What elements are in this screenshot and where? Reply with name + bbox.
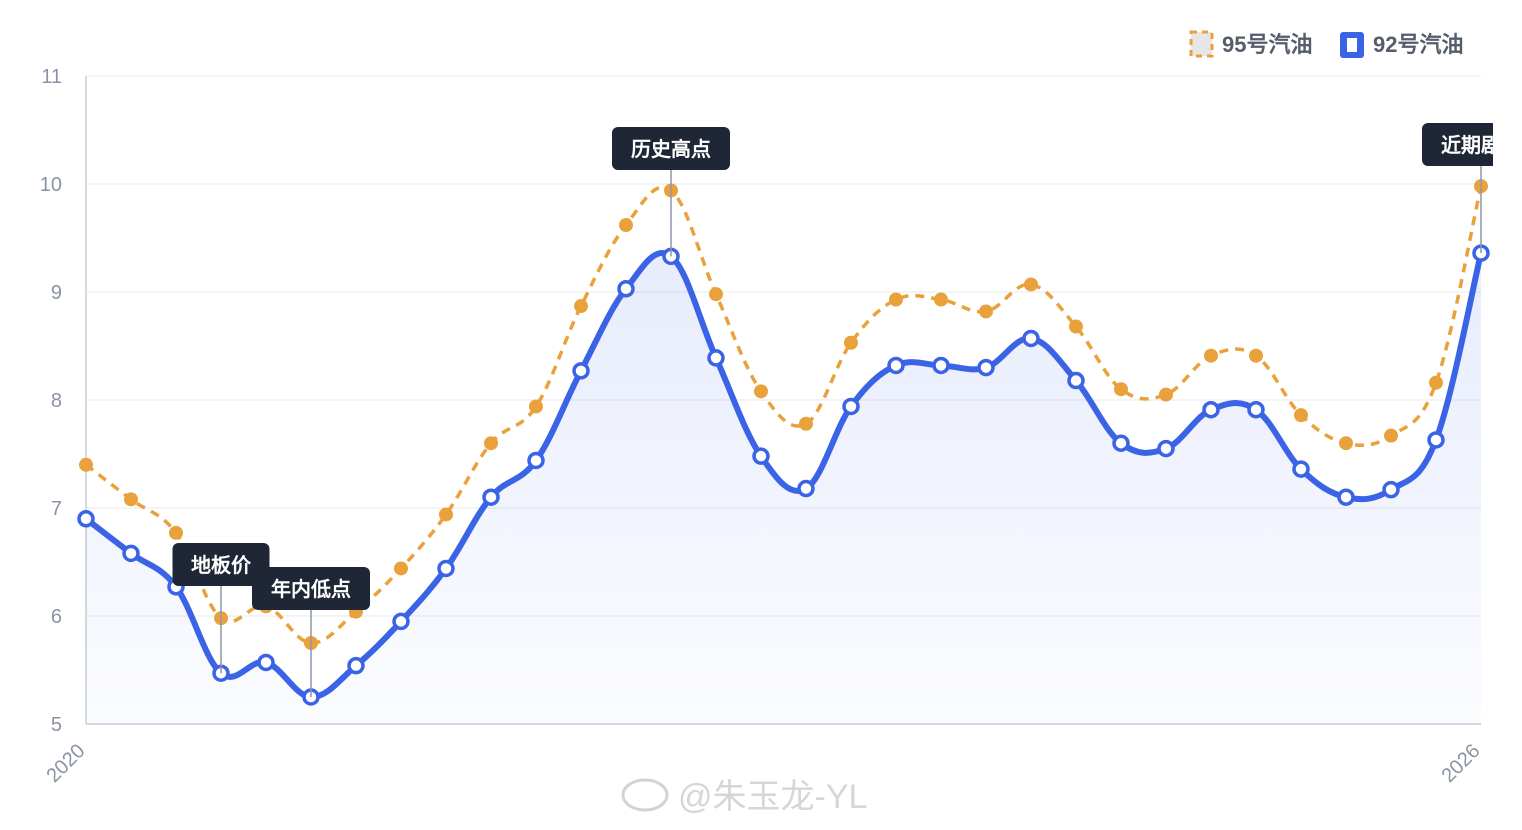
point-95 [79,457,93,472]
point-92 [572,362,590,380]
point-92 [77,510,95,528]
y-tick-label: 10 [40,174,62,196]
point-95 [1114,382,1128,397]
annotation-box [1422,123,1493,166]
y-tick-label: 8 [51,390,62,412]
x-tick-label: 2026 [1438,740,1485,787]
point-92 [752,447,770,465]
point-95 [1024,277,1038,292]
point-92 [527,451,545,470]
point-95 [844,335,858,350]
series-points [77,179,1490,706]
point-95 [889,292,903,307]
legend: 95号汽油 92号汽油 [1189,30,1463,58]
point-95 [934,292,948,307]
point-95 [709,287,723,302]
point-92 [257,653,275,672]
point-95 [619,218,633,233]
point-92 [887,356,905,375]
point-95 [1159,387,1173,402]
point-92 [617,280,635,298]
y-tick-label: 7 [51,498,62,520]
y-tick-label: 11 [41,66,62,88]
point-95 [1204,348,1218,363]
point-95 [1294,408,1308,423]
point-92 [1157,439,1175,458]
point-92 [1112,434,1130,452]
point-95 [1069,319,1083,334]
point-95 [1339,436,1353,451]
point-92 [842,397,860,416]
legend-swatch-95-icon [1189,30,1214,58]
legend-swatch-92-inner [1347,38,1357,52]
annotation-label: 历史高点 [631,137,711,161]
point-95 [754,384,768,399]
annotation-box [172,543,270,586]
point-92 [392,612,410,631]
point-95 [574,299,588,314]
point-92 [1202,400,1220,419]
point-92 [1022,329,1040,348]
point-95 [799,416,813,431]
watermark: @朱玉龙-YL [621,778,867,816]
point-92 [1382,480,1400,499]
point-95 [1249,348,1263,363]
point-92 [1427,431,1445,449]
point-92 [1247,400,1265,419]
point-95 [1384,428,1398,443]
point-92 [932,356,950,375]
area-92 [86,252,1481,725]
legend-label-95: 95号汽油 [1222,32,1312,57]
point-92 [482,488,500,506]
point-92 [1337,488,1355,506]
x-tick-label: 2020 [43,740,90,787]
point-95 [529,399,543,414]
point-95 [169,525,183,540]
annotation-box [252,567,370,610]
point-92 [707,349,725,367]
area-fill-92 [86,252,1481,725]
point-95 [439,507,453,522]
point-95 [979,304,993,319]
y-tick-label: 6 [51,606,62,628]
annotation-label: 年内低点 [271,577,351,601]
point-95 [484,436,498,451]
watermark-text: @朱玉龙-YL [678,778,867,816]
annotation-label: 地板价 [191,553,252,577]
annotation-box [612,127,730,170]
point-92 [977,358,995,377]
point-95 [1429,375,1443,390]
weibo-logo-icon [621,778,669,812]
point-92 [437,559,455,578]
point-92 [797,479,815,498]
y-tick-label: 9 [51,282,62,304]
point-95 [124,492,138,507]
y-tick-label: 5 [51,714,62,736]
point-92 [1292,460,1310,478]
legend-label-92: 92号汽油 [1373,32,1463,57]
annotation-label: 近期剧烈 [1441,133,1521,157]
point-95 [394,561,408,576]
point-92 [122,544,140,563]
point-92 [347,656,365,675]
point-92 [1067,371,1085,390]
